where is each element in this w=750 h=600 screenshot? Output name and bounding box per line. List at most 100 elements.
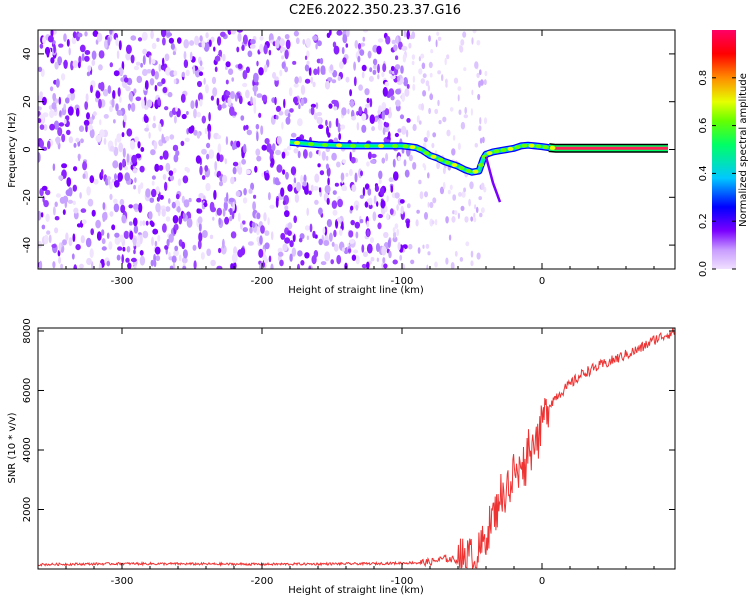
noise-blob <box>214 161 218 171</box>
noise-blob <box>380 199 386 209</box>
noise-blob <box>319 57 324 65</box>
noise-blob <box>107 36 111 46</box>
noise-blob <box>188 197 192 203</box>
noise-blob <box>166 238 170 247</box>
noise-blob <box>157 97 161 106</box>
noise-blob <box>274 96 277 106</box>
noise-blob <box>217 134 222 140</box>
noise-blob <box>476 252 481 260</box>
noise-blob <box>381 245 387 256</box>
noise-blob <box>400 65 404 74</box>
colorbar-tick-label: 0.8 <box>698 70 709 86</box>
noise-blob <box>416 209 420 214</box>
noise-blob <box>281 151 286 159</box>
noise-blob <box>73 166 78 172</box>
noise-blob <box>370 159 376 164</box>
noise-blob <box>121 132 125 138</box>
noise-blob <box>308 265 312 269</box>
noise-blob <box>150 30 154 40</box>
noise-blob <box>325 119 328 127</box>
noise-blob <box>201 148 207 155</box>
noise-blob <box>293 177 297 185</box>
noise-blob <box>253 194 257 199</box>
noise-blob <box>276 135 282 145</box>
noise-blob <box>137 184 141 195</box>
noise-blob <box>58 242 62 252</box>
noise-blob <box>282 243 288 252</box>
noise-blob <box>263 64 268 73</box>
noise-blob <box>225 136 229 146</box>
noise-blob <box>111 224 116 231</box>
noise-blob <box>393 231 397 239</box>
noise-blob <box>199 165 203 176</box>
noise-blob <box>321 151 326 161</box>
noise-blob <box>369 98 373 108</box>
noise-blob <box>339 228 343 236</box>
signal-track <box>289 138 668 203</box>
noise-blob <box>137 37 143 42</box>
noise-blob <box>331 200 338 209</box>
noise-blob <box>151 68 156 77</box>
noise-blob <box>39 139 44 149</box>
noise-blob <box>52 93 57 101</box>
noise-blob <box>71 36 77 45</box>
noise-blob <box>113 119 116 124</box>
noise-blob <box>270 263 274 269</box>
noise-blob <box>319 170 325 176</box>
noise-blob <box>90 228 94 236</box>
noise-blob <box>412 162 417 170</box>
snr-series-line <box>38 328 675 569</box>
noise-blob <box>196 208 200 214</box>
noise-blob <box>102 89 109 97</box>
track-hotspot <box>451 163 458 167</box>
noise-blob <box>470 260 474 267</box>
noise-blob <box>216 265 223 269</box>
noise-blob <box>406 118 411 123</box>
noise-blob <box>297 263 300 269</box>
noise-blob <box>99 119 102 126</box>
noise-blob <box>49 123 55 131</box>
noise-blob <box>354 40 359 49</box>
noise-blob <box>403 159 407 167</box>
noise-blob <box>447 189 451 195</box>
noise-blob <box>372 69 377 75</box>
noise-blob <box>470 216 474 222</box>
noise-blob <box>207 130 211 141</box>
noise-blob <box>472 30 477 34</box>
noise-blob <box>109 211 114 217</box>
noise-blob <box>197 80 202 88</box>
noise-blob <box>133 203 139 210</box>
noise-blob <box>285 151 290 157</box>
snr-background <box>38 328 675 569</box>
noise-blob <box>118 40 122 51</box>
noise-blob <box>362 30 369 33</box>
noise-blob <box>88 124 93 131</box>
noise-blob <box>165 216 171 222</box>
noise-blob <box>311 255 317 265</box>
noise-blob <box>41 224 46 230</box>
noise-blob <box>216 97 220 106</box>
noise-blob <box>92 30 99 37</box>
noise-blob <box>328 120 332 129</box>
y-tick-label: -20 <box>22 189 33 205</box>
noise-blob <box>264 230 270 236</box>
noise-blob <box>353 61 356 71</box>
noise-blob <box>195 99 199 109</box>
noise-blob <box>133 265 137 269</box>
track-hotspot <box>458 166 465 170</box>
noise-blob <box>479 137 483 144</box>
noise-blob <box>392 259 398 265</box>
noise-blob <box>116 133 122 143</box>
noise-blob <box>135 61 141 66</box>
noise-blob <box>297 150 301 159</box>
noise-blob <box>331 152 337 161</box>
noise-blob <box>308 190 312 196</box>
noise-blob <box>365 103 371 108</box>
noise-blob <box>299 233 305 240</box>
noise-blob <box>86 257 92 266</box>
noise-blob <box>154 163 160 172</box>
noise-blob <box>155 202 161 213</box>
noise-blob <box>412 75 416 83</box>
